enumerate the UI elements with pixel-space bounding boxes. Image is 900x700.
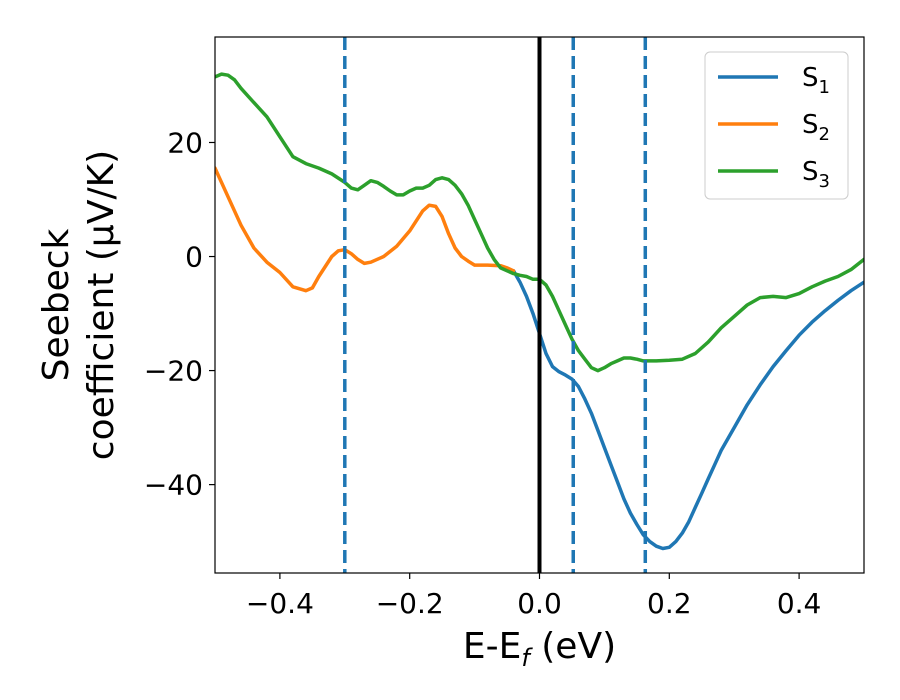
reference-lines <box>343 37 648 573</box>
x-tick-label: −0.4 <box>246 587 314 620</box>
x-tick-label: 0.2 <box>647 587 692 620</box>
x-tick-label: 0.4 <box>777 587 822 620</box>
y-axis-title-line1: Seebeck <box>36 228 77 381</box>
x-axis: −0.4 −0.2 0.0 0.2 0.4 <box>246 573 821 620</box>
legend-label-1: S1 <box>802 63 830 98</box>
series-line-2 <box>215 166 516 293</box>
legend-label-3: S3 <box>802 157 830 192</box>
legend-label-2: S2 <box>802 110 830 145</box>
series-line-1 <box>511 269 864 551</box>
x-axis-title: E-Ef (eV) <box>463 626 616 672</box>
y-axis-title-line2: coefficient (μV/K) <box>81 150 122 460</box>
legend: S1 S2 S3 <box>704 51 849 200</box>
series-line-3 <box>215 72 864 373</box>
series-layer <box>215 72 864 551</box>
y-axis-title: Seebeck coefficient (μV/K) <box>36 150 122 460</box>
y-tick-label: 0 <box>185 241 203 274</box>
y-tick-label: 20 <box>167 126 203 159</box>
x-tick-label: 0.0 <box>517 587 562 620</box>
y-axis: −40 −20 0 20 <box>144 126 215 502</box>
y-tick-label: −20 <box>144 355 203 388</box>
x-tick-label: −0.2 <box>376 587 444 620</box>
y-tick-label: −40 <box>144 469 203 502</box>
